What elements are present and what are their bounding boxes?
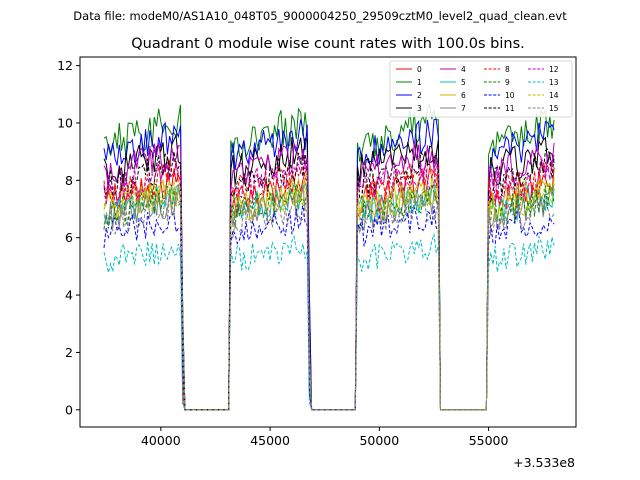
series-line-15 (103, 190, 555, 411)
legend-label: 3 (417, 104, 422, 113)
x-axis: 40000 45000 50000 55000 (141, 427, 509, 448)
legend-label: 7 (461, 104, 466, 113)
x-tick-label: 40000 (141, 433, 181, 448)
plot-area (79, 56, 577, 428)
legend-label: 9 (505, 78, 510, 87)
y-tick-label: 8 (65, 173, 73, 188)
legend-label: 11 (505, 104, 515, 113)
legend-label: 13 (549, 78, 559, 87)
y-tick-label: 2 (65, 345, 73, 360)
x-tick-label: 50000 (359, 433, 399, 448)
legend-label: 8 (505, 65, 510, 74)
legend-label: 15 (549, 104, 559, 113)
legend-label: 1 (417, 78, 422, 87)
legend-label: 5 (461, 78, 466, 87)
legend-label: 10 (505, 91, 515, 100)
legend-label: 0 (417, 65, 422, 74)
y-tick-label: 6 (65, 230, 73, 245)
x-tick-label: 55000 (469, 433, 509, 448)
legend-box (389, 60, 573, 118)
legend-label: 6 (461, 91, 466, 100)
legend-label: 4 (461, 65, 466, 74)
y-tick-label: 12 (57, 58, 73, 73)
legend-label: 14 (549, 91, 559, 100)
series-layer (103, 103, 555, 411)
figure-suptitle: Data file: modeM0/AS1A10_048T05_90000042… (73, 9, 567, 23)
axes-frame (79, 56, 577, 428)
series-line-13 (103, 233, 555, 411)
x-offset-label: +3.533e8 (513, 455, 575, 470)
legend-label: 2 (417, 91, 422, 100)
y-tick-label: 10 (57, 115, 73, 130)
legend-label: 12 (549, 65, 559, 74)
y-axis: 0 2 4 6 8 10 12 (57, 58, 80, 417)
y-tick-label: 4 (65, 288, 73, 303)
x-tick-label: 45000 (250, 433, 290, 448)
y-tick-label: 0 (65, 402, 73, 417)
chart-title: Quadrant 0 module wise count rates with … (131, 36, 525, 52)
